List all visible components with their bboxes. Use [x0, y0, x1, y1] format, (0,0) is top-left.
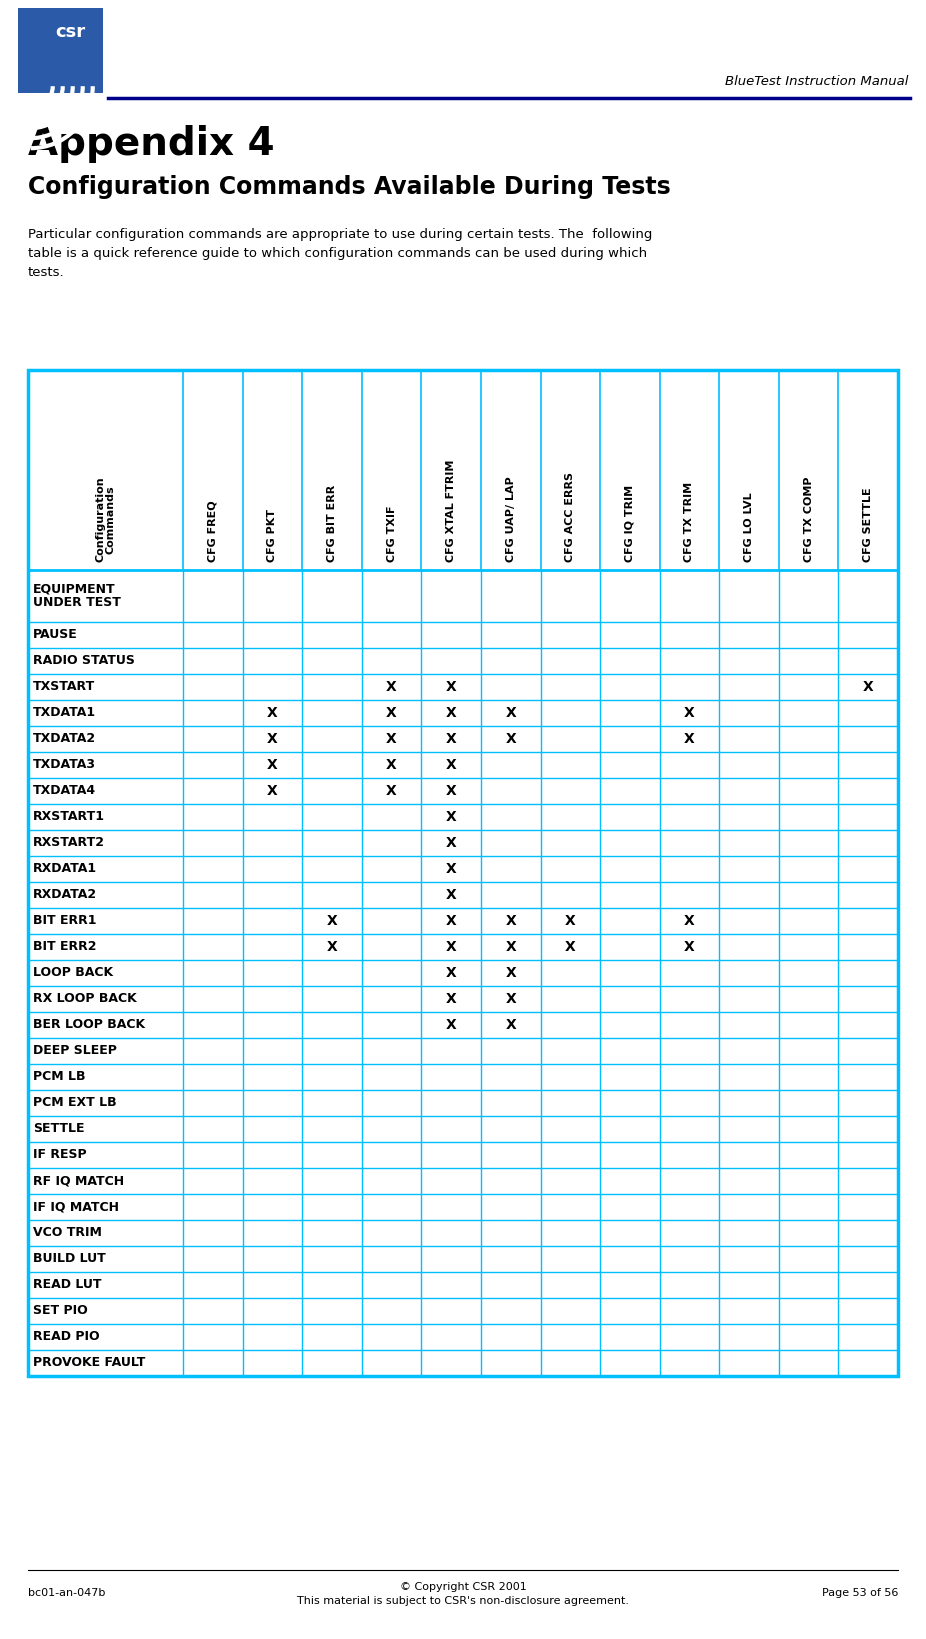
Text: CFG BIT ERR: CFG BIT ERR [327, 485, 337, 562]
Text: BUILD LUT: BUILD LUT [33, 1252, 106, 1265]
Text: SET PIO: SET PIO [33, 1305, 88, 1318]
Text: PROVOKE FAULT: PROVOKE FAULT [33, 1357, 145, 1370]
Text: BlueTest Instruction Manual: BlueTest Instruction Manual [725, 75, 908, 89]
Text: X: X [386, 733, 397, 746]
Text: LOOP BACK: LOOP BACK [33, 967, 113, 980]
Text: X: X [445, 915, 457, 928]
Text: X: X [386, 783, 397, 798]
Text: X: X [863, 680, 873, 693]
Text: BER LOOP BACK: BER LOOP BACK [33, 1018, 145, 1031]
Text: X: X [506, 965, 516, 980]
Text: bc01-an-047b: bc01-an-047b [28, 1588, 106, 1598]
Text: X: X [506, 915, 516, 928]
Text: BIT ERR2: BIT ERR2 [33, 941, 96, 954]
Text: RX LOOP BACK: RX LOOP BACK [33, 993, 137, 1005]
Text: X: X [684, 706, 694, 720]
Text: Particular configuration commands are appropriate to use during certain tests. T: Particular configuration commands are ap… [28, 228, 653, 279]
Text: CFG TXIF: CFG TXIF [386, 505, 396, 562]
Text: X: X [684, 733, 694, 746]
Text: PAUSE: PAUSE [33, 628, 78, 641]
Text: X: X [445, 733, 457, 746]
Text: RF IQ MATCH: RF IQ MATCH [33, 1175, 124, 1188]
Text: Appendix 4: Appendix 4 [28, 125, 275, 162]
Text: X: X [327, 915, 337, 928]
Text: EQUIPMENT
UNDER TEST: EQUIPMENT UNDER TEST [33, 582, 121, 610]
Text: X: X [445, 836, 457, 851]
Text: RXSTART1: RXSTART1 [33, 811, 105, 823]
Text: X: X [445, 810, 457, 824]
Text: CFG PKT: CFG PKT [268, 510, 278, 562]
Text: X: X [386, 757, 397, 772]
Text: X: X [445, 965, 457, 980]
Text: CFG SETTLE: CFG SETTLE [863, 487, 873, 562]
Text: X: X [506, 992, 516, 1006]
Text: CFG IQ TRIM: CFG IQ TRIM [625, 485, 635, 562]
Text: X: X [506, 706, 516, 720]
Text: X: X [684, 941, 694, 954]
Text: PCM EXT LB: PCM EXT LB [33, 1096, 117, 1110]
Text: READ LUT: READ LUT [33, 1278, 102, 1292]
Text: X: X [267, 783, 278, 798]
Text: X: X [506, 1018, 516, 1033]
Text: RXDATA2: RXDATA2 [33, 888, 97, 901]
Text: X: X [445, 1018, 457, 1033]
Text: X: X [386, 680, 397, 693]
Text: TXDATA2: TXDATA2 [33, 733, 96, 746]
Text: X: X [445, 783, 457, 798]
Text: PCM LB: PCM LB [33, 1070, 85, 1083]
Text: X: X [267, 706, 278, 720]
Text: TXDATA3: TXDATA3 [33, 759, 96, 772]
Text: CFG FREQ: CFG FREQ [207, 500, 218, 562]
Text: X: X [565, 915, 576, 928]
Text: X: X [506, 941, 516, 954]
Text: X: X [565, 941, 576, 954]
Text: X: X [445, 757, 457, 772]
Text: X: X [445, 862, 457, 875]
Text: © Copyright CSR 2001
This material is subject to CSR's non-disclosure agreement.: © Copyright CSR 2001 This material is su… [297, 1582, 629, 1606]
Text: X: X [267, 757, 278, 772]
Text: Configuration Commands Available During Tests: Configuration Commands Available During … [28, 175, 670, 198]
Text: RADIO STATUS: RADIO STATUS [33, 654, 135, 667]
Bar [28, 370, 898, 1377]
Text: X: X [445, 680, 457, 693]
Text: CFG LO LVL: CFG LO LVL [745, 492, 754, 562]
Text: X: X [445, 706, 457, 720]
Text: RXDATA1: RXDATA1 [33, 862, 97, 875]
Text: IF RESP: IF RESP [33, 1149, 87, 1162]
Text: CFG ACC ERRS: CFG ACC ERRS [565, 472, 575, 562]
Text: VCO TRIM: VCO TRIM [33, 1226, 102, 1239]
Text: X: X [445, 941, 457, 954]
Text: Configuration
Commands: Configuration Commands [95, 477, 116, 562]
Text: X: X [445, 992, 457, 1006]
Text: CFG UAP/ LAP: CFG UAP/ LAP [506, 477, 516, 562]
Text: READ PIO: READ PIO [33, 1331, 100, 1344]
Text: X: X [267, 733, 278, 746]
Text: RXSTART2: RXSTART2 [33, 836, 105, 849]
Text: TXSTART: TXSTART [33, 680, 95, 693]
Text: DEEP SLEEP: DEEP SLEEP [33, 1044, 117, 1057]
Text: CFG TX COMP: CFG TX COMP [804, 477, 814, 562]
Text: CFG XTAL FTRIM: CFG XTAL FTRIM [446, 459, 457, 562]
Text: X: X [684, 915, 694, 928]
Text: CFG TX TRIM: CFG TX TRIM [684, 482, 694, 562]
Text: IF IQ MATCH: IF IQ MATCH [33, 1200, 119, 1213]
Text: SETTLE: SETTLE [33, 1123, 84, 1136]
Bar [18, 8, 103, 93]
Text: Page 53 of 56: Page 53 of 56 [821, 1588, 898, 1598]
Text: X: X [327, 941, 337, 954]
Text: X: X [386, 706, 397, 720]
Text: csr: csr [56, 23, 86, 41]
Text: X: X [445, 888, 457, 901]
Text: X: X [506, 733, 516, 746]
Text: TXDATA4: TXDATA4 [33, 785, 96, 798]
Text: BIT ERR1: BIT ERR1 [33, 915, 96, 928]
Text: TXDATA1: TXDATA1 [33, 706, 96, 720]
